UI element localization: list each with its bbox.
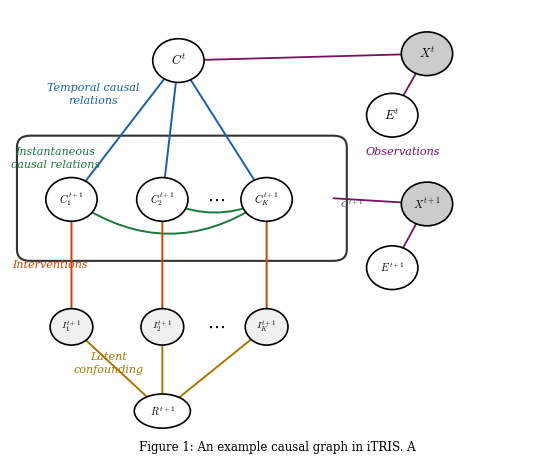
Circle shape <box>245 309 288 345</box>
Text: $\cdots$: $\cdots$ <box>207 318 225 336</box>
Circle shape <box>136 178 188 221</box>
Circle shape <box>401 32 453 76</box>
Text: $E^t$: $E^t$ <box>384 108 400 123</box>
Circle shape <box>141 309 184 345</box>
Circle shape <box>46 178 97 221</box>
Circle shape <box>401 182 453 226</box>
Text: $C_1^{t+1}$: $C_1^{t+1}$ <box>59 191 84 208</box>
Text: Latent
confounding: Latent confounding <box>74 352 144 375</box>
Circle shape <box>241 178 292 221</box>
Text: $E^{t+1}$: $E^{t+1}$ <box>379 261 405 274</box>
Ellipse shape <box>134 394 191 428</box>
Text: $R^{t+1}$: $R^{t+1}$ <box>150 404 175 418</box>
Circle shape <box>153 39 204 82</box>
Text: $\cdots$: $\cdots$ <box>207 191 225 208</box>
Text: $C_2^{t+1}$: $C_2^{t+1}$ <box>150 191 175 208</box>
Text: Interventions: Interventions <box>12 261 88 270</box>
Text: $I_2^{t+1}$: $I_2^{t+1}$ <box>152 319 173 335</box>
Text: Figure 1: An example causal graph in iTRIS. A: Figure 1: An example causal graph in iTR… <box>139 442 416 454</box>
Text: $C^t$: $C^t$ <box>170 53 186 68</box>
Text: Temporal causal
relations: Temporal causal relations <box>46 83 139 106</box>
Text: $I_1^{t+1}$: $I_1^{t+1}$ <box>61 319 81 335</box>
Text: $C^{t+1}$: $C^{t+1}$ <box>340 197 364 211</box>
Circle shape <box>366 93 418 137</box>
Text: Observations: Observations <box>366 147 440 157</box>
Text: $I_K^{t+1}$: $I_K^{t+1}$ <box>257 319 277 335</box>
Circle shape <box>366 246 418 289</box>
Text: $C_K^{t+1}$: $C_K^{t+1}$ <box>254 191 279 208</box>
Circle shape <box>50 309 93 345</box>
Text: Instantaneous
causal relations: Instantaneous causal relations <box>11 147 100 170</box>
Text: $X^t$: $X^t$ <box>419 46 435 61</box>
Text: $X^{t+1}$: $X^{t+1}$ <box>413 196 441 211</box>
